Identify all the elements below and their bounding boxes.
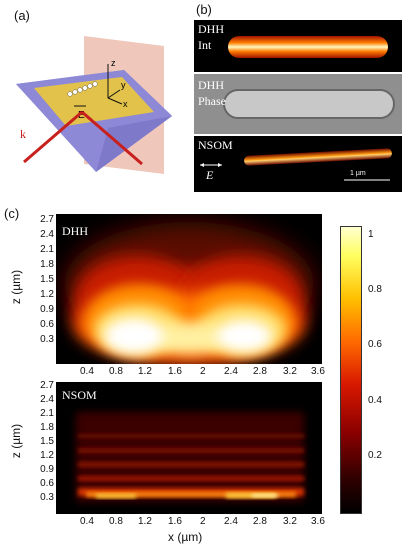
y-tick: 2.4 (40, 394, 54, 405)
x-tick: 3.2 (283, 366, 297, 377)
x-tick: 0.4 (80, 366, 94, 377)
x-tick: 0.4 (80, 516, 94, 527)
k-label: k (20, 127, 26, 141)
nsom-map: NSOM (56, 382, 322, 514)
x-tick: 0.8 (109, 366, 123, 377)
nsom-image: NSOM E 1 µm (194, 136, 402, 192)
y-tick: 2.1 (40, 244, 54, 255)
nsom-field-label: E (206, 168, 214, 182)
dhh-int-title: DHH (198, 22, 224, 36)
panel-c-label: (c) (4, 206, 20, 221)
x-tick: 3.2 (283, 516, 297, 527)
colorbar-tick: 0.2 (368, 450, 382, 461)
y-tick: 2.1 (40, 408, 54, 419)
dhh-int-wire (228, 36, 388, 58)
nsom-map-title: NSOM (62, 388, 97, 402)
panel-a-label: (a) (14, 8, 30, 23)
x-tick: 3.6 (311, 366, 325, 377)
y-tick: 0.6 (40, 478, 54, 489)
y-tick: 1.8 (40, 422, 54, 433)
scale-bar-label: 1 µm (350, 170, 366, 177)
panel-b-label: (b) (196, 2, 212, 17)
y-tick: 0.9 (40, 304, 54, 315)
dhh-map: DHH (56, 214, 322, 364)
y-tick: 1.2 (40, 289, 54, 300)
colorbar-tick: 0.8 (368, 284, 382, 295)
reflected-beam (81, 110, 143, 166)
x-tick: 2.4 (224, 366, 238, 377)
nsom-title: NSOM (198, 138, 233, 152)
x-axis-label: x (µm) (168, 530, 203, 544)
x-tick: 2 (200, 516, 206, 527)
y-tick: 1.5 (40, 274, 54, 285)
e-field-label: E (78, 110, 85, 121)
y-tick: 0.3 (40, 334, 54, 345)
x-tick: 2.8 (253, 366, 267, 377)
gold-film (34, 77, 154, 126)
nanowire (67, 81, 98, 97)
colorbar (340, 226, 362, 514)
y-tick: 1.5 (40, 436, 54, 447)
x-tick: 1.6 (168, 516, 182, 527)
y-tick: 0.6 (40, 319, 54, 330)
y-tick: 2.7 (40, 380, 54, 391)
dhh-phase-wire (223, 89, 395, 119)
x-tick: 1.2 (138, 366, 152, 377)
y-tick: 1.2 (40, 450, 54, 461)
prism-schematic: z y x E k (16, 36, 172, 174)
y-tick: 0.3 (40, 492, 54, 503)
y-tick: 2.4 (40, 229, 54, 240)
nsom-intensity-field (76, 412, 304, 502)
y-tick: 1.8 (40, 259, 54, 270)
incident-beam (23, 110, 83, 164)
dhh-int-image: DHH Int (194, 20, 402, 72)
colorbar-tick: 0.6 (368, 339, 382, 350)
x-tick: 1.6 (168, 366, 182, 377)
y-tick: 2.7 (40, 214, 54, 225)
dhh-int-subtitle: Int (198, 38, 212, 52)
x-tick: 3.6 (311, 516, 325, 527)
dhh-map-title: DHH (62, 224, 88, 238)
y-tick: 0.9 (40, 464, 54, 475)
dhh-y-axis-label: z (µm) (9, 269, 23, 305)
dhh-phase-image: DHH Phase (194, 74, 402, 134)
dhh-phase-title: DHH (198, 78, 224, 92)
x-tick: 0.8 (109, 516, 123, 527)
axis-y-label: y (121, 80, 126, 90)
nsom-wire (244, 148, 392, 166)
nsom-y-axis-label: z (µm) (9, 423, 23, 459)
colorbar-tick: 1 (368, 229, 374, 240)
x-tick: 1.2 (138, 516, 152, 527)
axis-z-label: z (111, 58, 116, 68)
axis-x-label: x (123, 99, 128, 109)
dhh-phase-subtitle: Phase (198, 94, 226, 108)
x-tick: 2 (200, 366, 206, 377)
colorbar-tick: 0.4 (368, 395, 382, 406)
coordinate-axes (107, 64, 123, 105)
x-tick: 2.8 (253, 516, 267, 527)
x-tick: 2.4 (224, 516, 238, 527)
dhh-intensity-field (64, 222, 314, 364)
